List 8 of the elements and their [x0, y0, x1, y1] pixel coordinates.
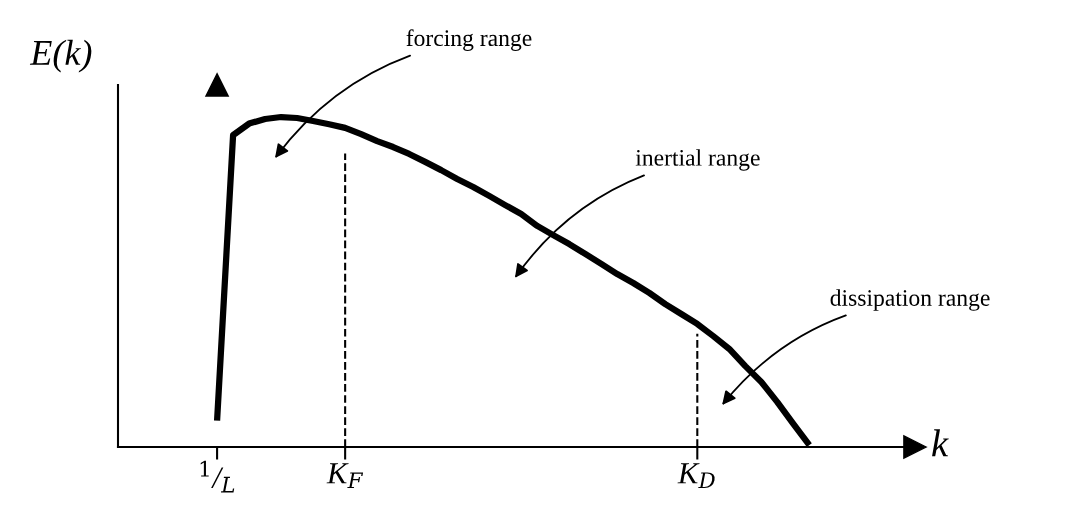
- annotation: inertial range: [635, 149, 760, 171]
- y-axis-title: E(k): [29, 39, 92, 73]
- x-tick-label: $^{1}$/$_{L}$: [200, 460, 235, 493]
- text: forcing range: [406, 29, 532, 51]
- x-tick-label: K$_{F}$: [326, 463, 364, 489]
- text: dissipation range: [830, 289, 990, 311]
- x-axis-title: k: [932, 429, 949, 457]
- x-tick-label: K$_{D}$: [677, 463, 715, 489]
